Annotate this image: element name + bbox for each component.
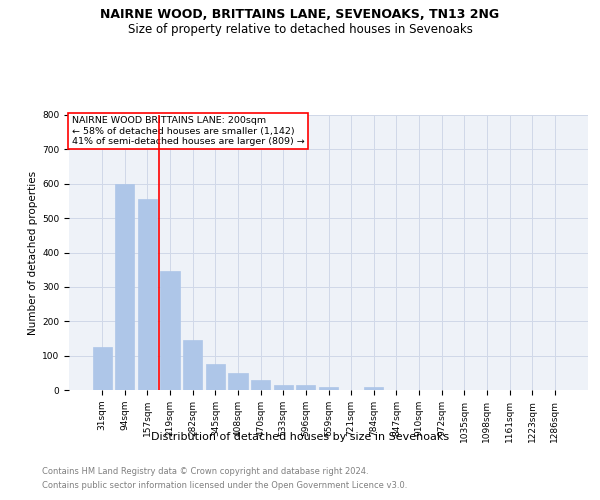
Bar	[319, 386, 338, 390]
Text: NAIRNE WOOD BRITTAINS LANE: 200sqm
← 58% of detached houses are smaller (1,142)
: NAIRNE WOOD BRITTAINS LANE: 200sqm ← 58%…	[71, 116, 304, 146]
Bar	[251, 380, 270, 390]
Bar	[364, 387, 383, 390]
Text: Size of property relative to detached houses in Sevenoaks: Size of property relative to detached ho…	[128, 22, 472, 36]
Bar	[115, 184, 134, 390]
Bar	[274, 385, 293, 390]
Bar	[138, 199, 157, 390]
Bar	[92, 347, 112, 390]
Bar	[160, 272, 180, 390]
Text: Contains HM Land Registry data © Crown copyright and database right 2024.: Contains HM Land Registry data © Crown c…	[42, 468, 368, 476]
Bar	[296, 385, 316, 390]
Bar	[206, 364, 225, 390]
Bar	[229, 373, 248, 390]
Y-axis label: Number of detached properties: Number of detached properties	[28, 170, 38, 334]
Text: Contains public sector information licensed under the Open Government Licence v3: Contains public sector information licen…	[42, 481, 407, 490]
Text: Distribution of detached houses by size in Sevenoaks: Distribution of detached houses by size …	[151, 432, 449, 442]
Bar	[183, 340, 202, 390]
Text: NAIRNE WOOD, BRITTAINS LANE, SEVENOAKS, TN13 2NG: NAIRNE WOOD, BRITTAINS LANE, SEVENOAKS, …	[100, 8, 500, 20]
